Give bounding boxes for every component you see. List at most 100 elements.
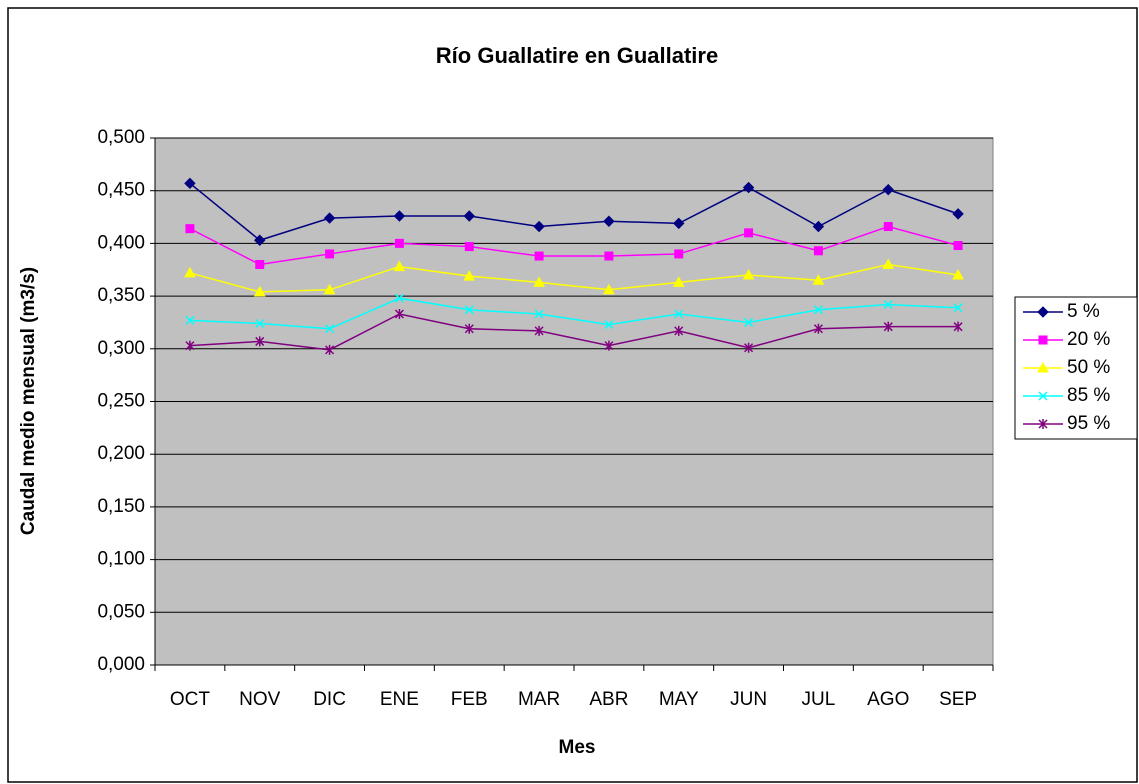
y-tick-label: 0,200 (97, 443, 145, 464)
legend-marker (1038, 335, 1048, 345)
data-point (255, 259, 265, 269)
data-point (813, 323, 823, 334)
data-point (744, 317, 754, 327)
data-point (952, 208, 964, 220)
data-point (185, 224, 195, 234)
data-point (672, 276, 685, 287)
y-tick-label: 0,000 (97, 654, 145, 675)
data-point (533, 276, 545, 287)
data-point (463, 270, 476, 281)
data-point (185, 340, 195, 351)
data-point (255, 336, 265, 347)
data-point (953, 303, 963, 313)
data-point (534, 309, 544, 319)
x-tick-label: JUL (802, 689, 836, 710)
data-point (674, 249, 684, 259)
data-point (184, 266, 196, 278)
data-point (813, 305, 823, 315)
data-point (184, 177, 196, 190)
series-line (189, 297, 959, 330)
data-point (325, 324, 335, 334)
x-axis-label: Mes (559, 737, 596, 758)
data-point (813, 246, 823, 256)
legend-marker (1037, 361, 1049, 373)
data-point (604, 320, 614, 330)
y-tick-label: 0,100 (97, 549, 145, 570)
x-tick-label: MAR (518, 689, 560, 710)
series-line (189, 182, 959, 242)
data-point (674, 325, 684, 336)
y-tick-label: 0,250 (97, 391, 145, 412)
legend-label: 85 % (1067, 385, 1110, 406)
data-point (604, 251, 614, 261)
x-tick-label: NOV (239, 689, 281, 710)
series-line (189, 313, 959, 351)
x-tick-label: ENE (380, 689, 419, 710)
legend-marker (1038, 391, 1048, 401)
x-tick-label: SEP (939, 689, 977, 710)
legend-label: 20 % (1067, 329, 1110, 350)
legend-label: 5 % (1067, 301, 1100, 322)
data-point (882, 258, 895, 269)
data-point (812, 220, 825, 233)
data-point (673, 217, 685, 230)
data-point (254, 234, 266, 246)
y-tick-label: 0,350 (97, 285, 145, 306)
x-tick-label: MAY (659, 689, 699, 710)
series-line (189, 263, 959, 293)
data-point (674, 309, 684, 319)
data-point (603, 283, 615, 295)
data-point (534, 325, 544, 336)
y-axis-label: Caudal medio mensual (m3/s) (18, 267, 39, 535)
data-point (952, 268, 964, 280)
data-point (953, 321, 963, 332)
data-point (325, 344, 335, 355)
data-point (883, 300, 893, 310)
data-point (253, 285, 266, 297)
legend-label: 50 % (1067, 357, 1110, 378)
legend-label: 95 % (1067, 413, 1110, 434)
y-tick-label: 0,050 (97, 601, 145, 622)
data-point (463, 210, 475, 222)
data-point (744, 228, 754, 238)
data-point (394, 309, 404, 320)
data-point (742, 268, 755, 280)
y-tick-label: 0,300 (97, 338, 145, 359)
legend-marker (1037, 306, 1049, 318)
data-point (744, 342, 754, 353)
x-tick-label: FEB (451, 689, 488, 710)
data-point (533, 220, 545, 233)
data-point (325, 249, 335, 259)
data-point (604, 340, 614, 351)
data-point (953, 241, 963, 251)
data-point (255, 318, 265, 329)
series-line (189, 225, 959, 266)
data-point (603, 215, 615, 227)
y-tick-label: 0,450 (97, 180, 145, 201)
y-tick-label: 0,150 (97, 496, 145, 517)
y-tick-label: 0,500 (97, 127, 145, 148)
data-point (742, 181, 755, 194)
data-point (464, 242, 474, 252)
data-point (394, 293, 404, 303)
data-point (323, 283, 336, 295)
data-point (882, 183, 894, 196)
data-point (393, 260, 406, 272)
x-tick-label: OCT (170, 689, 211, 710)
data-point (394, 238, 404, 248)
y-tick-label: 0,400 (97, 232, 145, 253)
data-point (185, 315, 195, 325)
data-point (464, 323, 474, 334)
data-point (393, 210, 406, 222)
x-tick-label: JUN (730, 689, 767, 710)
legend-marker (1038, 419, 1048, 429)
data-point (812, 274, 825, 285)
x-tick-label: ABR (589, 689, 628, 710)
x-tick-label: DIC (313, 689, 346, 710)
data-point (323, 212, 336, 224)
data-point (883, 321, 893, 332)
x-tick-label: AGO (867, 689, 909, 710)
chart-title: Río Guallatire en Guallatire (436, 43, 718, 68)
data-point (883, 222, 893, 232)
data-point (464, 305, 474, 315)
